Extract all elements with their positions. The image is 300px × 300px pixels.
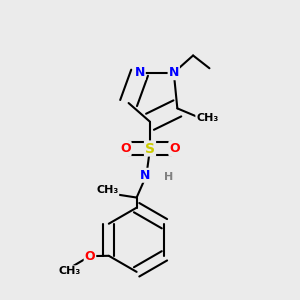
Text: N: N <box>169 66 179 79</box>
Text: CH₃: CH₃ <box>58 266 81 276</box>
Text: CH₃: CH₃ <box>196 113 218 123</box>
Text: H: H <box>164 172 173 182</box>
Text: O: O <box>85 250 95 262</box>
Text: O: O <box>169 142 180 155</box>
Text: O: O <box>120 142 130 155</box>
Text: N: N <box>134 66 145 79</box>
Text: CH₃: CH₃ <box>96 185 118 195</box>
Text: N: N <box>140 169 150 182</box>
Text: S: S <box>145 142 155 155</box>
